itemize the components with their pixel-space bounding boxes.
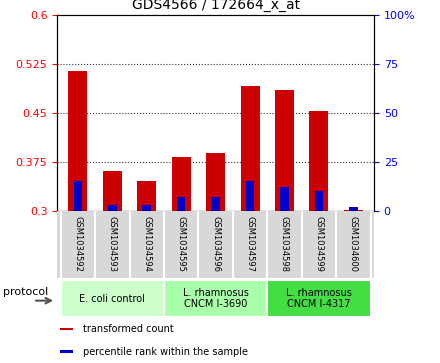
Bar [349,207,358,211]
Title: GDS4566 / 172664_x_at: GDS4566 / 172664_x_at [132,0,300,12]
Text: protocol: protocol [3,287,48,297]
Text: L. rhamnosus
CNCM I-4317: L. rhamnosus CNCM I-4317 [286,288,352,309]
Text: transformed count: transformed count [83,324,173,334]
Bar [275,90,294,211]
Text: GSM1034598: GSM1034598 [280,216,289,272]
Text: GSM1034600: GSM1034600 [349,216,358,272]
Bar [315,191,323,211]
Text: GSM1034597: GSM1034597 [246,216,254,272]
Text: E. coli control: E. coli control [79,294,145,303]
Text: GSM1034592: GSM1034592 [73,216,82,272]
Bar [267,280,370,317]
Bar [164,280,267,317]
Bar [60,328,73,330]
Bar [280,187,289,211]
Text: GSM1034593: GSM1034593 [108,216,117,272]
Text: GSM1034596: GSM1034596 [211,216,220,272]
Bar [108,205,117,211]
Bar [344,210,363,211]
Text: GSM1034595: GSM1034595 [177,216,186,272]
Bar [241,86,260,211]
Bar [61,280,164,317]
Bar [211,197,220,211]
Bar [60,350,73,353]
Bar [68,72,87,211]
Bar [309,111,328,211]
Bar [177,197,185,211]
Bar [137,181,156,211]
Bar [246,181,254,211]
Bar [103,171,122,211]
Bar [206,153,225,211]
Text: L. rhamnosus
CNCM I-3690: L. rhamnosus CNCM I-3690 [183,288,249,309]
Bar [172,157,191,211]
Bar [143,205,151,211]
Text: percentile rank within the sample: percentile rank within the sample [83,347,248,357]
Text: GSM1034599: GSM1034599 [315,216,323,272]
Text: GSM1034594: GSM1034594 [142,216,151,272]
Bar [73,181,82,211]
